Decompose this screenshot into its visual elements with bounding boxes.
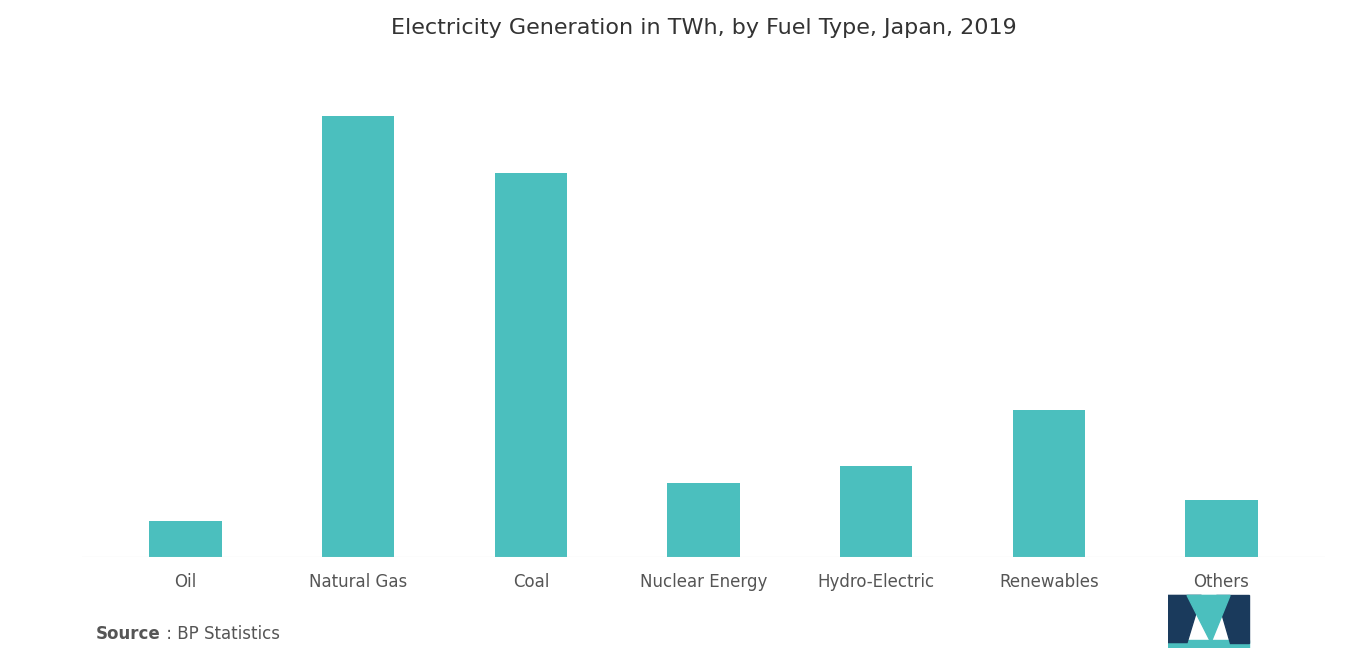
Bar	[1012, 410, 1085, 557]
Bar	[1186, 500, 1258, 557]
Title: Electricity Generation in TWh, by Fuel Type, Japan, 2019: Electricity Generation in TWh, by Fuel T…	[391, 18, 1016, 38]
Polygon shape	[1187, 595, 1231, 643]
Text: : BP Statistics: : BP Statistics	[161, 625, 280, 643]
Polygon shape	[1168, 595, 1202, 643]
Bar	[322, 116, 395, 557]
Polygon shape	[1168, 639, 1249, 648]
Polygon shape	[1216, 595, 1249, 643]
Text: Source: Source	[96, 625, 160, 643]
Bar	[494, 173, 567, 557]
Bar	[149, 521, 221, 557]
Bar	[667, 483, 740, 557]
Bar	[840, 466, 912, 557]
